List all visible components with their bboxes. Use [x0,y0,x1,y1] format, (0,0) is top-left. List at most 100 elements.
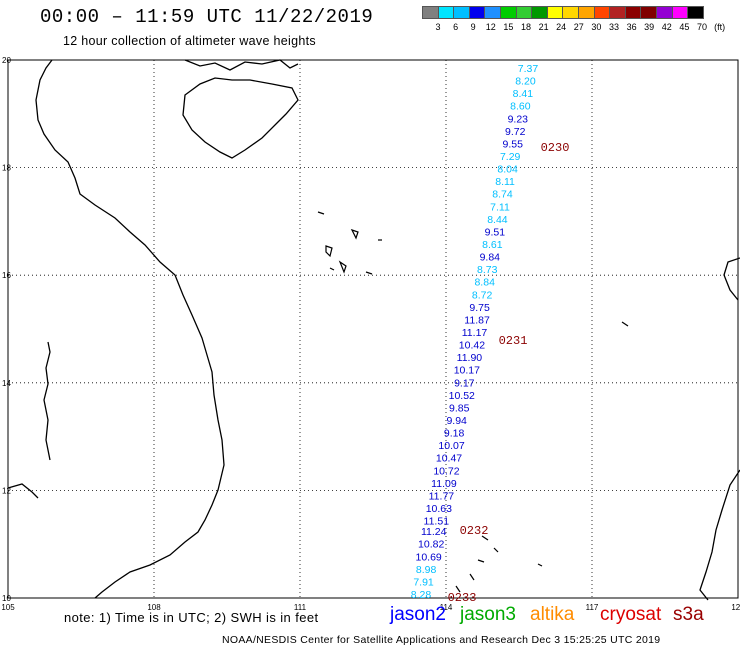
legend-item-altika: altika [530,604,575,625]
wave-height-value: 9.17 [454,377,475,389]
wave-height-value: 8.44 [487,214,508,226]
wave-height-value: 9.94 [446,415,467,427]
wave-height-value: 11.24 [421,526,447,538]
wave-height-value: 10.72 [433,465,459,477]
scale-label: 21 [538,22,549,32]
wave-height-value: 11.87 [464,314,490,326]
wave-height-value: 7.11 [490,201,510,213]
wave-height-value: 10.82 [418,539,444,551]
wave-height-value: 9.72 [505,126,526,138]
scale-label: 42 [661,22,672,32]
pass-time-label: 0233 [448,591,477,605]
scale-label: 9 [470,22,476,32]
scale-label: 3 [435,22,441,32]
wave-height-value: 9.85 [449,402,470,414]
wave-height-value: 10.07 [438,440,464,452]
scale-swatch [687,6,704,19]
wave-height-value: 8.60 [510,101,531,113]
lat-label: 14 [2,379,11,388]
wave-height-value: 8.11 [495,176,515,188]
lon-label: 117 [586,603,599,612]
scale-label: 39 [644,22,655,32]
wave-height-value: 8.84 [474,277,495,289]
wave-height-value: 9.51 [485,226,506,238]
wave-height-value: 8.20 [515,76,536,88]
legend-item-s3a: s3a [673,604,704,625]
pass-time-label: 0230 [541,141,570,155]
lat-lon-grid [7,59,739,599]
wave-height-value: 10.69 [416,551,442,563]
lon-label: 105 [1,603,15,612]
scale-label: 18 [520,22,531,32]
lat-label: 20 [2,56,11,65]
wave-height-value: 8.28 [411,589,432,601]
wave-height-value: 9.23 [508,113,529,125]
lat-label: 16 [2,271,11,280]
wave-height-value: 11.09 [431,478,457,490]
hainan-island [182,77,299,159]
scale-label: 45 [679,22,690,32]
scale-label: 15 [503,22,514,32]
wave-height-value: 7.37 [518,63,539,75]
wave-height-value: 10.63 [426,503,452,515]
philippines-coastline [699,257,740,601]
china-coastline [184,59,299,71]
wave-height-value: 10.52 [449,390,475,402]
wave-height-value: 10.17 [454,365,480,377]
page-subtitle: 12 hour collection of altimeter wave hei… [63,34,316,48]
color-scale [422,6,704,19]
wave-height-value: 8.61 [482,239,503,251]
wave-height-value: 10.47 [436,453,462,465]
paracel-islands [317,211,382,275]
page-title: 00:00 – 11:59 UTC 11/22/2019 [40,6,374,28]
wave-height-value: 8.72 [472,289,493,301]
wave-height-value: 11.17 [462,327,488,339]
lon-label: 111 [294,603,307,612]
wave-height-value: 8.41 [513,88,534,100]
lon-label: 114 [440,603,453,612]
wave-height-value: 11.51 [424,516,450,528]
time-labels: 0230 0231 0232 0233 [448,141,570,605]
pass-time-label: 0231 [499,334,528,348]
map-frame [7,59,739,599]
scale-label: 6 [453,22,459,32]
wave-height-value: 9.75 [469,302,490,314]
color-scale-labels: 3 6 9 12 15 18 21 24 27 30 33 36 39 42 45 70 (ft) [422,22,740,34]
lon-label: 120 [731,603,740,612]
vietnam-coastline [35,59,225,599]
scale-label: 33 [608,22,619,32]
spratly-islands [455,321,629,593]
wave-height-value: 9.18 [444,428,465,440]
altimeter-track: 7.378.208.418.609.239.729.557.298.048.11… [411,63,539,601]
lat-label: 10 [2,594,11,603]
wave-height-value: 11.77 [429,490,455,502]
wave-height-value: 8.04 [497,164,518,176]
scale-label: (ft) [714,22,726,32]
wave-height-value: 10.42 [459,340,485,352]
lat-label: 18 [2,164,11,173]
wave-height-value: 11.90 [457,352,483,364]
footnote: note: 1) Time is in UTC; 2) SWH is in fe… [64,610,319,625]
scale-label: 30 [591,22,602,32]
wave-height-value: 7.29 [500,151,521,163]
wave-height-value: 7.91 [413,576,434,588]
gulf-island [43,341,51,461]
wave-height-value: 9.55 [502,138,523,150]
wave-height-value: 8.73 [477,264,498,276]
legend-item-cryosat: cryosat [600,604,662,625]
legend-item-jason2: jason2 [390,604,446,625]
wave-height-value: 8.74 [492,189,513,201]
scale-label: 12 [485,22,496,32]
pass-time-label: 0232 [460,524,489,538]
lon-label: 108 [147,603,161,612]
scale-label: 24 [556,22,567,32]
scale-label: 27 [573,22,584,32]
wave-height-value: 9.84 [480,252,501,264]
scale-label: 70 [696,22,707,32]
scale-label: 36 [626,22,637,32]
credit-line: NOAA/NESDIS Center for Satellite Applica… [222,634,661,646]
lat-label: 12 [2,486,11,495]
cambodia-coastline [7,483,39,499]
